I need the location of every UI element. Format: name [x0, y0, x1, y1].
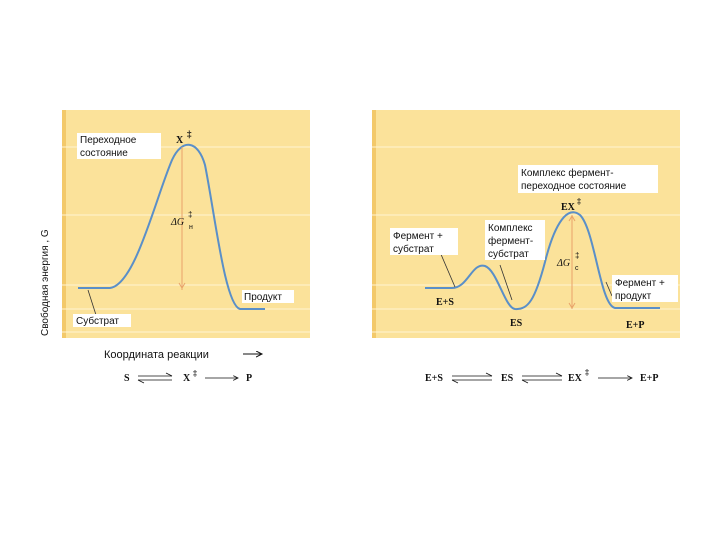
eq-e-plus-p: E+P: [640, 373, 658, 384]
complex-ts-label-2: переходное состояние: [521, 181, 627, 192]
ex-dagger: ‡: [577, 197, 581, 206]
eq-e-plus-s: E+S: [425, 373, 443, 384]
substrate-label: Субстрат: [76, 315, 119, 327]
complex-ts-label-1: Комплекс фермент-: [521, 167, 614, 179]
right-delta-g-dagger: ‡: [575, 251, 579, 260]
eq-s: S: [124, 373, 130, 384]
complex-es-label-2: фермент-: [488, 235, 533, 247]
left-reaction-equation: S X ‡ P: [124, 369, 252, 384]
enzyme-substrate-label-2: субстрат: [393, 243, 434, 255]
eq-x: X: [183, 373, 191, 384]
ex-marker: EX: [561, 202, 576, 213]
eq-x-dagger: ‡: [193, 369, 197, 378]
complex-es-label-1: Комплекс: [488, 223, 533, 234]
eq-p: P: [246, 373, 252, 384]
transition-state-label-2: состояние: [80, 148, 128, 159]
right-reaction-equation: E+S ES EX ‡ E+P: [425, 368, 658, 384]
es-marker: ES: [510, 318, 523, 329]
transition-state-label-1: Переходное: [80, 135, 137, 146]
right-delta-g: ΔG: [556, 258, 570, 269]
x-axis-label: Координата реакции: [104, 349, 209, 361]
left-x-marker: X: [176, 135, 184, 146]
eq-ex: EX: [568, 373, 583, 384]
e-plus-p-marker: E+P: [626, 320, 644, 331]
catalyzed-energy-curve: [425, 211, 660, 311]
enzyme-substrate-label-1: Фермент +: [393, 231, 443, 242]
left-delta-g: ΔG: [170, 217, 184, 228]
left-x-double-dagger: ‡: [187, 129, 192, 139]
right-delta-g-sub: с: [575, 265, 579, 272]
eq-es: ES: [501, 373, 514, 384]
y-axis-label: Свободная энергия , G: [39, 229, 51, 336]
eq-ex-dagger: ‡: [585, 368, 589, 377]
product-label: Продукт: [244, 292, 282, 303]
left-delta-g-dagger: ‡: [188, 210, 192, 219]
uncatalyzed-energy-curve: [78, 143, 265, 310]
complex-es-label-3: субстрат: [488, 248, 529, 260]
enzyme-product-label-2: продукт: [615, 291, 652, 302]
enzyme-product-label-1: Фермент +: [615, 278, 665, 289]
e-plus-s-marker: E+S: [436, 297, 454, 308]
left-delta-g-sub: н: [189, 224, 193, 231]
